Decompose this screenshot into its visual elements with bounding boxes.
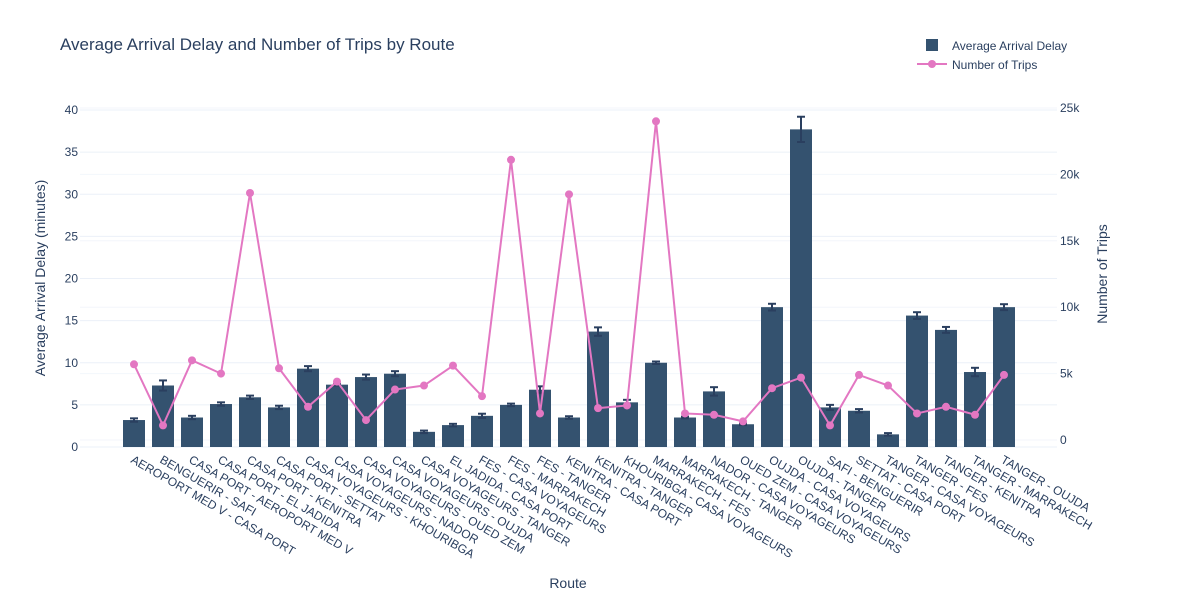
- y-tick-label: 10: [65, 356, 79, 370]
- y2-tick-label: 0: [1060, 433, 1067, 447]
- y-tick-label: 35: [65, 145, 79, 159]
- bar[interactable]: [616, 402, 638, 447]
- y-tick-label: 0: [71, 440, 78, 454]
- y-tick-label: 30: [65, 187, 79, 201]
- trips-point[interactable]: [855, 370, 863, 379]
- legend-bar-swatch: [926, 39, 938, 51]
- bar[interactable]: [471, 415, 493, 447]
- bar-series: [123, 129, 1015, 447]
- trips-point[interactable]: [565, 190, 573, 199]
- y-tick-label: 15: [65, 314, 79, 328]
- x-axis-title: Route: [549, 575, 587, 591]
- trips-point[interactable]: [652, 117, 660, 126]
- trips-point[interactable]: [594, 404, 602, 413]
- trips-point[interactable]: [362, 416, 370, 425]
- bar[interactable]: [355, 377, 377, 447]
- y-axis-right: 0 5k 10k 15k 20k 25k: [1060, 101, 1080, 447]
- bar[interactable]: [239, 397, 261, 447]
- trips-point[interactable]: [942, 402, 950, 411]
- y2-tick-label: 15k: [1060, 234, 1080, 248]
- y-tick-label: 25: [65, 229, 79, 243]
- bar[interactable]: [761, 307, 783, 447]
- trips-point[interactable]: [478, 392, 486, 401]
- y2-tick-label: 25k: [1060, 101, 1080, 115]
- y-axis-left: 0 5 10 15 20 25 30 35 40: [65, 103, 79, 454]
- bar[interactable]: [703, 391, 725, 447]
- bar[interactable]: [326, 384, 348, 447]
- bar[interactable]: [732, 424, 754, 447]
- chart-title: Average Arrival Delay and Number of Trip…: [60, 35, 455, 54]
- y2-tick-label: 10k: [1060, 300, 1080, 314]
- trips-point[interactable]: [913, 409, 921, 418]
- trips-point[interactable]: [188, 356, 196, 365]
- trips-line: [133, 121, 1005, 428]
- trips-point[interactable]: [1000, 370, 1008, 379]
- trips-point[interactable]: [681, 409, 689, 418]
- trips-point[interactable]: [420, 381, 428, 390]
- trips-point[interactable]: [507, 155, 515, 164]
- legend-label-delay: Average Arrival Delay: [952, 39, 1067, 53]
- trips-point[interactable]: [739, 417, 747, 426]
- bar[interactable]: [790, 129, 812, 447]
- trips-point[interactable]: [159, 421, 167, 430]
- trips-point[interactable]: [797, 373, 805, 382]
- trips-point[interactable]: [246, 188, 254, 197]
- legend-label-trips: Number of Trips: [952, 58, 1037, 72]
- trips-point[interactable]: [217, 369, 225, 378]
- bar[interactable]: [268, 407, 290, 447]
- bar[interactable]: [906, 315, 928, 447]
- y-axis-title: Average Arrival Delay (minutes): [32, 180, 48, 377]
- legend[interactable]: Average Arrival Delay Number of Trips: [917, 39, 1067, 72]
- legend-item-trips[interactable]: Number of Trips: [917, 58, 1037, 72]
- bar[interactable]: [529, 389, 551, 447]
- bar[interactable]: [645, 362, 667, 447]
- bar[interactable]: [848, 410, 870, 447]
- bar[interactable]: [413, 431, 435, 447]
- trips-point[interactable]: [536, 409, 544, 418]
- trips-point[interactable]: [710, 410, 718, 419]
- error-bars: [130, 115, 1008, 437]
- trips-point[interactable]: [623, 401, 631, 410]
- bar[interactable]: [181, 417, 203, 447]
- bar[interactable]: [152, 385, 174, 447]
- bar[interactable]: [964, 372, 986, 447]
- bar[interactable]: [123, 420, 145, 447]
- trips-point[interactable]: [333, 377, 341, 386]
- trips-point[interactable]: [768, 384, 776, 393]
- trips-point[interactable]: [971, 410, 979, 419]
- bar[interactable]: [558, 417, 580, 447]
- y-tick-label: 40: [65, 103, 79, 117]
- bar[interactable]: [384, 373, 406, 447]
- bar[interactable]: [442, 425, 464, 447]
- legend-item-delay[interactable]: Average Arrival Delay: [926, 39, 1067, 53]
- trips-point[interactable]: [130, 360, 138, 369]
- y2-axis-title: Number of Trips: [1094, 224, 1110, 324]
- y-tick-label: 5: [71, 398, 78, 412]
- y-tick-label: 20: [65, 272, 79, 286]
- line-series: [130, 117, 1008, 430]
- bar[interactable]: [877, 434, 899, 447]
- y2-tick-label: 5k: [1060, 367, 1074, 381]
- trips-point[interactable]: [304, 402, 312, 411]
- trips-point[interactable]: [884, 381, 892, 390]
- y2-tick-label: 20k: [1060, 167, 1080, 181]
- trips-point[interactable]: [826, 421, 834, 430]
- legend-marker-swatch: [928, 60, 936, 68]
- trips-point[interactable]: [391, 385, 399, 394]
- trips-point[interactable]: [275, 364, 283, 373]
- trips-point[interactable]: [449, 361, 457, 370]
- bar[interactable]: [935, 329, 957, 447]
- bar[interactable]: [500, 404, 522, 447]
- bar[interactable]: [674, 417, 696, 447]
- bar[interactable]: [210, 404, 232, 447]
